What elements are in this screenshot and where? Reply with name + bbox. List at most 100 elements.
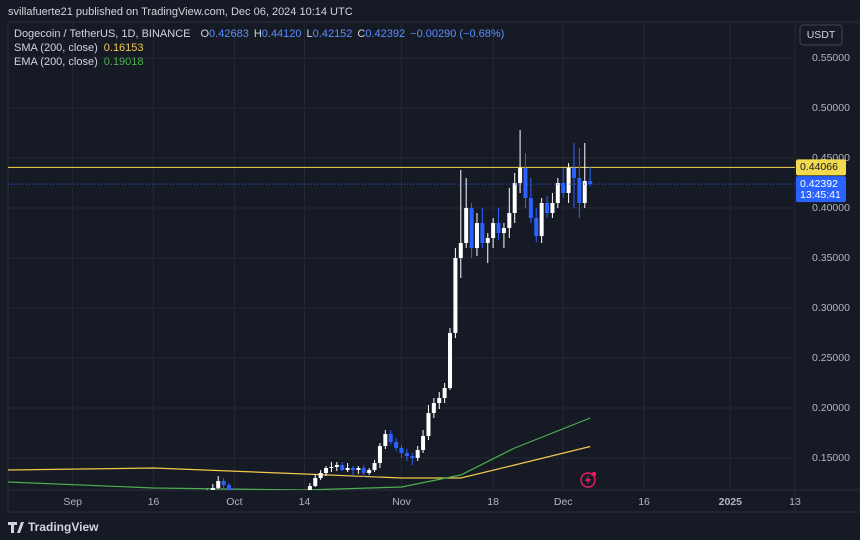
candle-body [555,183,560,203]
candle-body [528,198,533,218]
indicator-line [8,445,591,479]
candle-body [372,463,377,470]
candle-body [410,456,415,458]
y-tick-label: 0.55000 [812,52,850,64]
indicator-legend: SMA (200, close) 0.16153 [14,42,144,54]
candle-body [496,223,501,233]
currency: USDT [807,29,836,41]
candle-body [221,481,226,485]
candle-body [431,403,436,413]
y-tick-label: 0.15000 [812,452,850,464]
brand-logo [8,522,24,533]
indicator-line [8,417,591,490]
labels: 0.15000 0.20000 0.25000 0.30000 0.35000 0.400… [63,52,850,508]
candle-body [227,485,232,490]
chart-frame [7,21,860,513]
candle-body [512,183,517,213]
candle-body [345,468,350,470]
ohlc-value: 0.44120 [262,28,302,40]
indicator-legend: EMA (200, close) 0.19018 [14,56,144,68]
candle-body [534,218,539,236]
last-price-box [796,176,846,203]
brand: TradingView [28,520,99,534]
y-tick-label: 0.40000 [812,202,850,214]
candle-body [329,467,334,468]
candle-body [577,178,582,203]
countdown: 13:45:41 [800,189,841,201]
candle-body [437,398,442,403]
candle-body [561,183,566,193]
candle-body [356,468,361,470]
candle-body [399,448,404,453]
last-price-label: 0.42392 [800,178,838,190]
candle-body [453,258,458,333]
candle-body [210,488,215,490]
candle-body [507,213,512,228]
x-tick-label: 18 [487,496,499,508]
ohlc-key: L [307,28,313,40]
indicator-value: 0.16153 [104,42,144,54]
candle-body [340,465,345,470]
x-tick-label: Nov [392,496,411,508]
candle-body [464,208,469,243]
candle-body [442,388,447,398]
candle-body [318,473,323,478]
y-tick-label: 0.30000 [812,302,850,314]
candle-body [501,228,506,233]
candle-body [324,468,329,473]
y-tick-label: 0.20000 [812,402,850,414]
ohlc-value: 0.42152 [313,28,353,40]
candle-body [313,478,318,486]
candle-body [485,238,490,243]
ohlc-key: C [357,28,365,40]
candle-body [307,486,312,490]
candle-body [448,333,453,388]
currency-box [799,24,843,46]
candle-body [426,413,431,436]
candle-body [350,468,355,470]
candle-body [404,453,409,456]
candle-body [334,465,339,467]
y-tick-label: 0.35000 [812,252,850,264]
candle-body [518,168,523,183]
candle-body [383,434,388,446]
change: −0.00290 (−0.68%) [410,28,504,40]
x-tick-label: 2025 [719,496,743,508]
x-tick-label: Sep [63,496,82,508]
x-tick-label: 13 [789,496,801,508]
candle-body [491,223,496,238]
x-tick-label: 16 [148,496,160,508]
ohlc-key: H [254,28,262,40]
x-tick-label: 16 [638,496,650,508]
x-tick-label: 14 [299,496,311,508]
candle-body [523,168,528,198]
candle-body [550,203,555,213]
candle-body [388,434,393,442]
candle-body [415,450,420,458]
x-tick-label: Oct [226,496,242,508]
candle-body [377,446,382,463]
candle-body [474,223,479,248]
series [8,130,795,490]
candle-body [394,442,399,448]
candle-body [582,181,587,203]
ohlc-key: O [200,28,209,40]
candle-body [458,243,463,258]
candle-body [361,468,366,473]
candle-body [469,208,474,248]
candle-body [539,203,544,236]
grid [8,22,796,490]
candle-body [588,181,593,185]
indicator-value: 0.19018 [104,56,144,68]
ohlc-value: 0.42683 [209,28,249,40]
candle-body [367,470,372,473]
candle-body [216,481,221,488]
x-tick-label: Dec [554,496,573,508]
indicator-name: EMA (200, close) [14,56,98,68]
ohlc-value: 0.42392 [365,28,405,40]
candle-body [571,168,576,178]
y-tick-label: 0.25000 [812,352,850,364]
candle-body [566,168,571,193]
candle-body [421,436,426,450]
